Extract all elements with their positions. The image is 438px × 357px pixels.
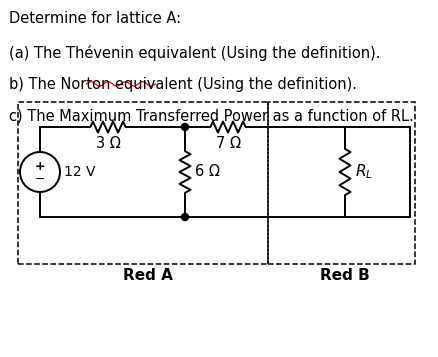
Text: 3 Ω: 3 Ω: [95, 136, 120, 151]
Text: c) The Maximum Transferred Power as a function of RL.: c) The Maximum Transferred Power as a fu…: [9, 109, 413, 124]
Text: (a) The Thévenin equivalent (Using the definition).: (a) The Thévenin equivalent (Using the d…: [9, 45, 380, 61]
Text: Red A: Red A: [123, 268, 173, 283]
Text: 6 Ω: 6 Ω: [195, 165, 220, 180]
Text: +: +: [35, 160, 45, 172]
Text: $R_L$: $R_L$: [355, 163, 373, 181]
Circle shape: [181, 213, 188, 221]
Text: b) The Norton equivalent (Using the definition).: b) The Norton equivalent (Using the defi…: [9, 77, 357, 92]
Text: 7 Ω: 7 Ω: [215, 136, 240, 151]
Text: −: −: [35, 172, 45, 186]
Text: Determine for lattice A:: Determine for lattice A:: [9, 11, 181, 26]
Text: Red B: Red B: [320, 268, 370, 283]
Text: 12 V: 12 V: [64, 165, 95, 179]
Circle shape: [181, 124, 188, 131]
